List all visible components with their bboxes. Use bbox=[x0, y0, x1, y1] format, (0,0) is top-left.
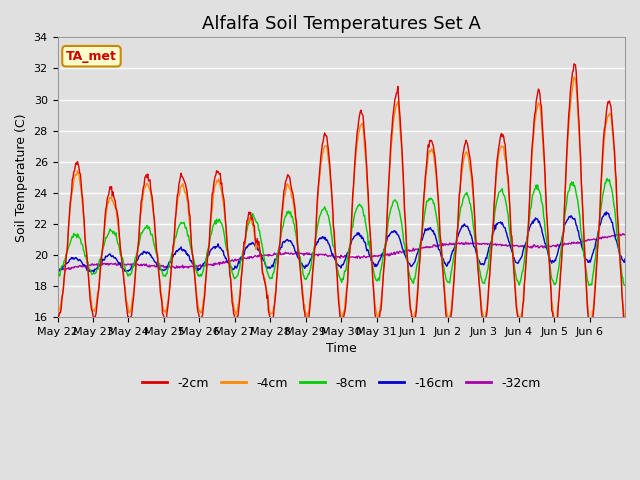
Title: Alfalfa Soil Temperatures Set A: Alfalfa Soil Temperatures Set A bbox=[202, 15, 481, 33]
X-axis label: Time: Time bbox=[326, 342, 356, 356]
Legend: -2cm, -4cm, -8cm, -16cm, -32cm: -2cm, -4cm, -8cm, -16cm, -32cm bbox=[137, 372, 545, 395]
Text: TA_met: TA_met bbox=[66, 50, 117, 63]
Y-axis label: Soil Temperature (C): Soil Temperature (C) bbox=[15, 113, 28, 241]
